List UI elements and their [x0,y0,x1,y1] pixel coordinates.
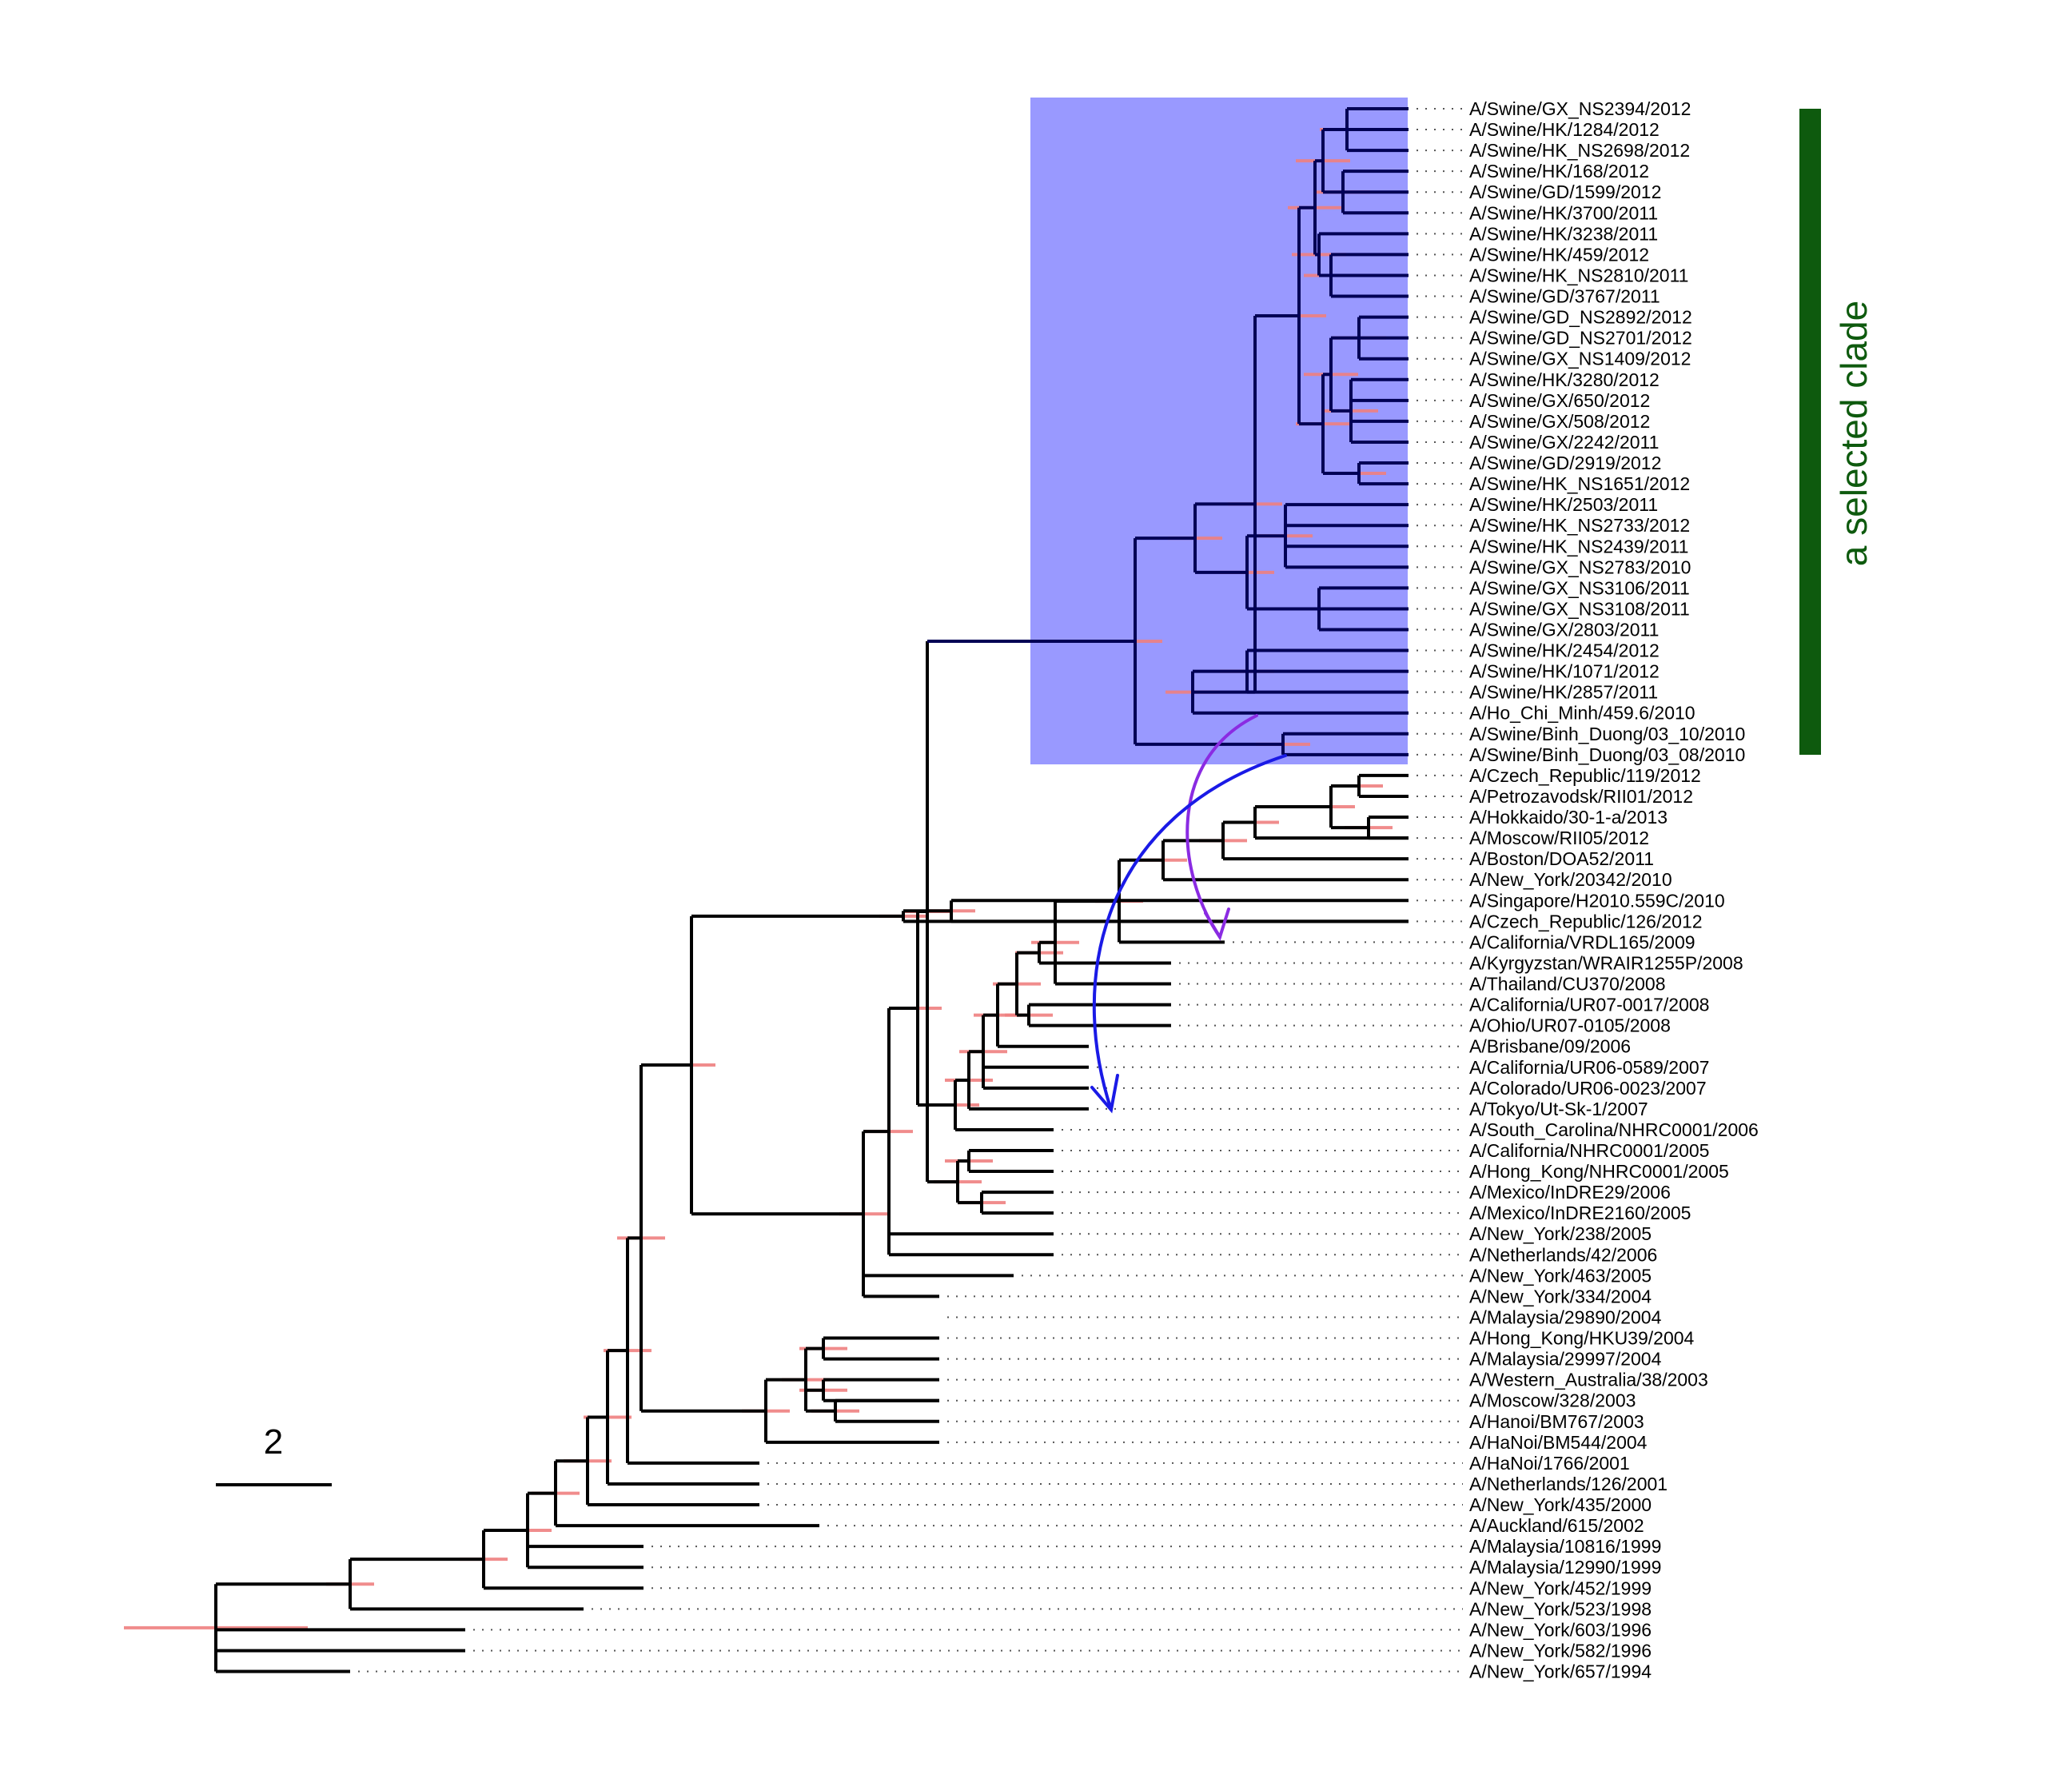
taxon-label: A/Malaysia/29890/2004 [1469,1306,1662,1327]
selected-clade-label: a selected clade [1833,301,1875,566]
taxon-label: A/Swine/HK/2454/2012 [1469,640,1660,661]
taxon-label: A/Swine/GX_NS3108/2011 [1469,598,1690,619]
taxon-label: A/Hong_Kong/HKU39/2004 [1469,1328,1695,1349]
taxon-label: A/Western_Australia/38/2003 [1469,1370,1708,1390]
taxon-label: A/HaNoi/BM544/2004 [1469,1432,1648,1453]
taxon-label: A/Swine/GD/3767/2011 [1469,286,1660,307]
selected-clade-highlight [1030,98,1408,764]
taxon-label: A/Ho_Chi_Minh/459.6/2010 [1469,703,1695,724]
taxon-label: A/Ohio/UR07-0105/2008 [1469,1015,1671,1036]
taxon-label: A/Malaysia/10816/1999 [1469,1536,1661,1557]
taxon-label: A/Kyrgyzstan/WRAIR1255P/2008 [1469,952,1743,973]
taxon-label: A/Netherlands/42/2006 [1469,1244,1657,1265]
taxon-label: A/New_York/657/1994 [1469,1661,1652,1682]
taxon-label: A/Swine/HK/1284/2012 [1469,119,1660,140]
scale-bar-label: 2 [264,1422,283,1462]
taxon-label: A/Colorado/UR06-0023/2007 [1469,1078,1707,1099]
taxon-label: A/Moscow/RII05/2012 [1469,828,1649,848]
taxon-label: A/Swine/HK/3700/2011 [1469,202,1658,223]
taxon-label: A/New_York/334/2004 [1469,1286,1652,1306]
taxon-label: A/California/VRDL165/2009 [1469,931,1695,952]
taxon-label: A/Tokyo/Ut-Sk-1/2007 [1469,1099,1648,1119]
taxon-label: A/New_York/582/1996 [1469,1640,1652,1661]
purple-arrow [1185,714,1258,941]
taxon-label: A/Swine/GD_NS2892/2012 [1469,307,1692,328]
taxon-label: A/Netherlands/126/2001 [1469,1474,1668,1494]
taxon-label: A/Swine/GX/2242/2011 [1469,432,1659,453]
taxon-label: A/New_York/523/1998 [1469,1598,1652,1619]
taxon-label: A/New_York/238/2005 [1469,1223,1652,1244]
blue-arrow [1090,754,1287,1114]
taxon-label: A/California/NHRC0001/2005 [1469,1140,1709,1161]
taxon-label: A/Czech_Republic/119/2012 [1469,765,1701,786]
taxon-label: A/Swine/GX_NS2783/2010 [1469,556,1691,577]
taxon-label: A/Swine/GX/2803/2011 [1469,620,1659,640]
taxon-label: A/Swine/HK_NS2733/2012 [1469,515,1690,536]
taxon-label: A/Swine/GX_NS2394/2012 [1469,98,1691,119]
taxon-label: A/South_Carolina/NHRC0001/2006 [1469,1119,1759,1140]
taxon-label: A/New_York/463/2005 [1469,1265,1652,1286]
taxon-label: A/Boston/DOA52/2011 [1469,848,1654,869]
taxon-label: A/Mexico/InDRE2160/2005 [1469,1203,1691,1223]
taxon-label: A/Swine/GD/1599/2012 [1469,181,1661,202]
taxon-label: A/Swine/GX/650/2012 [1469,390,1650,411]
taxon-label: A/Malaysia/29997/2004 [1469,1349,1662,1370]
taxon-label: A/Swine/HK/1071/2012 [1469,661,1660,682]
taxon-label: A/Czech_Republic/126/2012 [1469,911,1703,931]
taxon-label: A/New_York/435/2000 [1469,1494,1652,1515]
taxon-label: A/Mexico/InDRE29/2006 [1469,1182,1671,1203]
scale-bar: 2 [216,1422,332,1486]
taxon-label: A/New_York/452/1999 [1469,1578,1652,1598]
taxon-label: A/Swine/GX_NS1409/2012 [1469,349,1691,369]
taxon-label: A/Brisbane/09/2006 [1469,1036,1631,1057]
taxon-labels: A/Swine/GX_NS2394/2012A/Swine/HK/1284/20… [1469,98,1759,1682]
taxon-label: A/HaNoi/1766/2001 [1469,1453,1630,1474]
taxon-label: A/Auckland/615/2002 [1469,1515,1644,1536]
taxon-label: A/Swine/GD/2919/2012 [1469,453,1661,473]
taxon-label: A/Swine/HK_NS2439/2011 [1469,536,1688,556]
taxon-label: A/Swine/HK/459/2012 [1469,244,1649,265]
taxon-label: A/Thailand/CU370/2008 [1469,974,1666,995]
taxon-label: A/New_York/603/1996 [1469,1619,1652,1640]
taxon-label: A/California/UR06-0589/2007 [1469,1057,1709,1078]
taxon-label: A/Hokkaido/30-1-a/2013 [1469,807,1668,828]
taxon-label: A/Swine/HK_NS2698/2012 [1469,140,1690,161]
taxon-label: A/Hanoi/BM767/2003 [1469,1411,1644,1432]
selected-clade-bar [1799,109,1821,755]
taxon-label: A/California/UR07-0017/2008 [1469,995,1709,1015]
taxon-label: A/Swine/Binh_Duong/03_10/2010 [1469,724,1745,744]
taxon-label: A/Swine/HK/168/2012 [1469,161,1649,181]
taxon-label: A/Petrozavodsk/RII01/2012 [1469,786,1693,807]
taxon-label: A/Swine/HK/3280/2012 [1469,369,1660,390]
taxon-label: A/Swine/HK_NS1651/2012 [1469,473,1690,494]
taxon-label: A/Swine/Binh_Duong/03_08/2010 [1469,744,1745,765]
taxon-label: A/Swine/HK/3238/2011 [1469,223,1658,244]
leader-dots [358,108,1463,1673]
taxon-label: A/Singapore/H2010.559C/2010 [1469,890,1725,911]
taxon-label: A/New_York/20342/2010 [1469,869,1672,890]
tree-branches [214,107,1409,1673]
taxon-label: A/Swine/GX/508/2012 [1469,411,1650,432]
taxon-label: A/Malaysia/12990/1999 [1469,1557,1661,1578]
taxon-label: A/Swine/HK/2503/2011 [1469,494,1658,515]
taxon-label: A/Hong_Kong/NHRC0001/2005 [1469,1161,1729,1182]
taxon-label: A/Swine/GD_NS2701/2012 [1469,328,1692,349]
taxon-label: A/Swine/GX_NS3106/2011 [1469,577,1690,598]
taxon-label: A/Moscow/328/2003 [1469,1390,1636,1411]
taxon-label: A/Swine/HK/2857/2011 [1469,682,1658,703]
taxon-label: A/Swine/HK_NS2810/2011 [1469,265,1688,285]
